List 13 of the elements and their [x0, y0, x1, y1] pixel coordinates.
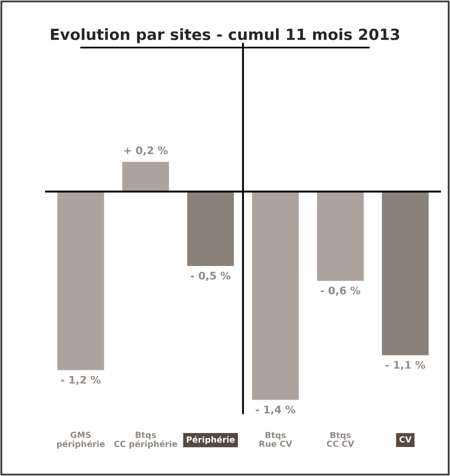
data-label: - 1,1 % [386, 360, 426, 370]
data-label: - 0,6 % [320, 286, 360, 296]
x-tick-label: Btqs Rue CV [259, 432, 292, 447]
x-tick-label: CV [399, 436, 412, 443]
x-tick-label: GMS périphérie [57, 432, 105, 449]
data-label: - 1,2 % [61, 376, 101, 386]
chart-title: Evolution par sites - cumul 11 mois 2013 [50, 28, 400, 44]
x-tick-label: Btqs CC CV [326, 432, 354, 447]
data-label: - 1,4 % [256, 406, 296, 415]
x-tick-label: Btqs CC périphérie [114, 432, 178, 449]
data-label: + 0,2 % [124, 146, 168, 156]
x-tick-label: Périphérie [186, 436, 235, 444]
data-label: - 0,5 % [190, 272, 230, 281]
